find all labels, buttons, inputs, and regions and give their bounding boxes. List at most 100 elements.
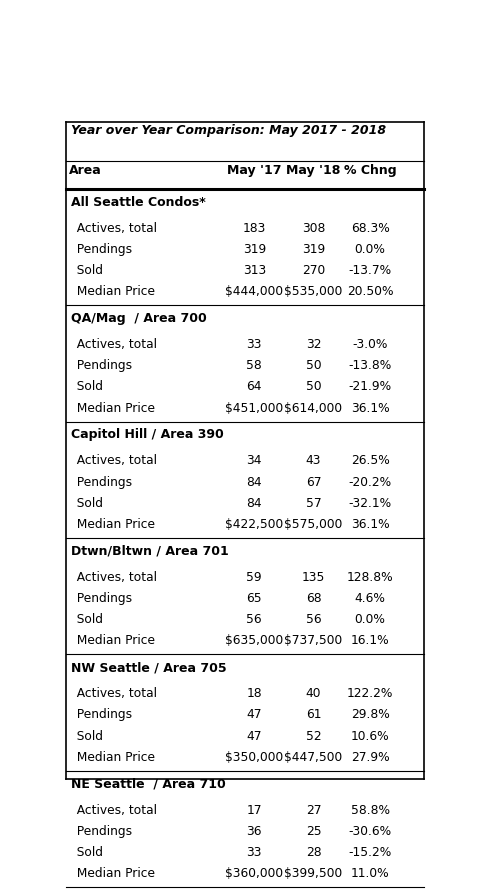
Text: $360,000: $360,000 [225, 867, 283, 880]
Text: Median Price: Median Price [69, 518, 155, 531]
Text: 58: 58 [246, 359, 262, 372]
Text: 4.6%: 4.6% [355, 592, 386, 605]
Text: 313: 313 [243, 264, 266, 277]
Text: Sold: Sold [69, 730, 103, 742]
Text: 84: 84 [247, 476, 262, 489]
Text: 47: 47 [247, 709, 262, 721]
Text: 25: 25 [306, 825, 321, 837]
Text: Median Price: Median Price [69, 867, 155, 880]
Text: Pendings: Pendings [69, 359, 132, 372]
Text: 65: 65 [247, 592, 262, 605]
Text: -13.7%: -13.7% [348, 264, 392, 277]
Text: $447,500: $447,500 [284, 751, 343, 764]
Text: Pendings: Pendings [69, 476, 132, 489]
Text: Pendings: Pendings [69, 243, 132, 256]
Text: Pendings: Pendings [69, 709, 132, 721]
Text: Pendings: Pendings [69, 592, 132, 605]
Text: $399,500: $399,500 [284, 867, 343, 880]
Text: -30.6%: -30.6% [348, 825, 392, 837]
Text: Sold: Sold [69, 380, 103, 394]
Text: Median Price: Median Price [69, 285, 155, 299]
Text: Sold: Sold [69, 613, 103, 626]
Text: Actives, total: Actives, total [69, 221, 157, 235]
Text: 84: 84 [247, 497, 262, 510]
Text: 122.2%: 122.2% [347, 687, 393, 701]
Text: Actives, total: Actives, total [69, 571, 157, 584]
Text: $614,000: $614,000 [284, 402, 343, 414]
Text: 10.6%: 10.6% [351, 730, 390, 742]
Text: $575,000: $575,000 [284, 518, 343, 531]
Text: $444,000: $444,000 [225, 285, 283, 299]
Text: May '18: May '18 [286, 164, 341, 177]
Text: 29.8%: 29.8% [351, 709, 390, 721]
Text: 68: 68 [306, 592, 321, 605]
Text: -20.2%: -20.2% [348, 476, 392, 489]
Text: Actives, total: Actives, total [69, 454, 157, 468]
Text: 36: 36 [247, 825, 262, 837]
Text: Dtwn/Bltwn / Area 701: Dtwn/Bltwn / Area 701 [71, 545, 228, 557]
Text: Actives, total: Actives, total [69, 804, 157, 816]
Text: $635,000: $635,000 [225, 635, 283, 647]
Text: All Seattle Condos*: All Seattle Condos* [71, 196, 206, 209]
Text: 270: 270 [302, 264, 325, 277]
Text: Sold: Sold [69, 846, 103, 859]
Text: 50: 50 [306, 380, 321, 394]
Text: 61: 61 [306, 709, 321, 721]
Text: 128.8%: 128.8% [347, 571, 393, 584]
Text: 40: 40 [306, 687, 321, 701]
Text: 33: 33 [247, 338, 262, 351]
Text: 59: 59 [247, 571, 262, 584]
Text: Actives, total: Actives, total [69, 687, 157, 701]
Text: % Chng: % Chng [344, 164, 396, 177]
Text: Year over Year Comparison: May 2017 - 2018: Year over Year Comparison: May 2017 - 20… [71, 124, 386, 138]
Text: Area: Area [69, 164, 102, 177]
Text: Median Price: Median Price [69, 751, 155, 764]
Text: 183: 183 [242, 221, 266, 235]
Text: 18: 18 [247, 687, 262, 701]
Text: 52: 52 [306, 730, 321, 742]
Text: QA/Mag  / Area 700: QA/Mag / Area 700 [71, 312, 206, 325]
Text: 32: 32 [306, 338, 321, 351]
Text: Capitol Hill / Area 390: Capitol Hill / Area 390 [71, 428, 224, 442]
Text: Median Price: Median Price [69, 402, 155, 414]
Text: 56: 56 [306, 613, 321, 626]
Text: 56: 56 [247, 613, 262, 626]
Text: 135: 135 [302, 571, 325, 584]
Text: Median Price: Median Price [69, 635, 155, 647]
Text: Pendings: Pendings [69, 825, 132, 837]
Text: 11.0%: 11.0% [351, 867, 390, 880]
Text: -21.9%: -21.9% [348, 380, 392, 394]
Text: 36.1%: 36.1% [351, 402, 390, 414]
Text: Sold: Sold [69, 497, 103, 510]
Text: 43: 43 [306, 454, 321, 468]
Text: $451,000: $451,000 [225, 402, 283, 414]
Text: $422,500: $422,500 [225, 518, 283, 531]
Text: 36.1%: 36.1% [351, 518, 390, 531]
Text: -13.8%: -13.8% [348, 359, 392, 372]
Text: 308: 308 [302, 221, 325, 235]
Text: $350,000: $350,000 [225, 751, 283, 764]
Text: 319: 319 [243, 243, 266, 256]
Text: 68.3%: 68.3% [351, 221, 390, 235]
Text: 28: 28 [306, 846, 321, 859]
Text: May '17: May '17 [227, 164, 282, 177]
Text: 47: 47 [247, 730, 262, 742]
Text: 33: 33 [247, 846, 262, 859]
Text: Sold: Sold [69, 264, 103, 277]
Text: 58.8%: 58.8% [351, 804, 390, 816]
Text: 34: 34 [247, 454, 262, 468]
Text: 67: 67 [306, 476, 321, 489]
Text: 50: 50 [306, 359, 321, 372]
Text: $737,500: $737,500 [284, 635, 343, 647]
Text: 57: 57 [306, 497, 321, 510]
Text: 27.9%: 27.9% [351, 751, 390, 764]
Text: 20.50%: 20.50% [347, 285, 393, 299]
Text: $535,000: $535,000 [284, 285, 343, 299]
Text: 16.1%: 16.1% [351, 635, 390, 647]
Text: 0.0%: 0.0% [355, 613, 386, 626]
Text: NE Seattle  / Area 710: NE Seattle / Area 710 [71, 778, 226, 790]
Text: 17: 17 [247, 804, 262, 816]
Text: 64: 64 [247, 380, 262, 394]
Text: 319: 319 [302, 243, 325, 256]
Text: 27: 27 [306, 804, 321, 816]
